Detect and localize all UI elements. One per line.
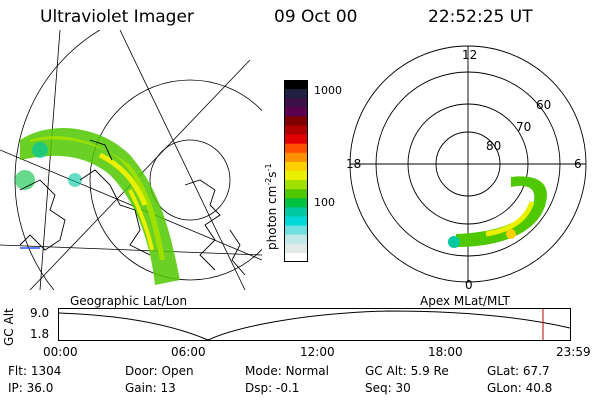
colorbar-swatch	[284, 152, 308, 163]
lat-circle	[89, 79, 262, 281]
colorbar-swatch	[284, 180, 308, 190]
mlt-label-0: 0	[465, 278, 473, 292]
instrument-title: Ultraviolet Imager	[40, 7, 194, 27]
seq-info: Seq: 30	[365, 381, 411, 395]
lat-label-80: 80	[486, 139, 501, 153]
aurora-emission	[15, 128, 180, 285]
timeline-xtick-1800: 18:00	[428, 345, 463, 359]
colorbar-swatch	[284, 171, 308, 181]
colorbar-swatch	[284, 107, 308, 117]
colorbar-swatch	[284, 89, 308, 99]
meridian-line	[39, 30, 61, 290]
timeline-xtick-0600: 06:00	[171, 345, 206, 359]
colorbar-swatch	[284, 252, 308, 262]
mlt-label-18: 18	[346, 157, 361, 171]
lat-label-60: 60	[536, 98, 551, 112]
colorbar-tick-100: 100	[314, 196, 335, 209]
glat-info: GLat: 67.7	[487, 364, 550, 378]
meridian-line	[119, 30, 246, 290]
colorbar-swatch	[284, 207, 308, 217]
lat-circle	[149, 139, 231, 221]
orbit-altitude-plot	[58, 308, 571, 341]
colorbar-swatch	[284, 189, 308, 199]
colorbar-tick-1000: 1000	[314, 84, 342, 97]
lat-label-70: 70	[516, 120, 531, 134]
right-plot-caption: Apex MLat/MLT	[420, 294, 510, 308]
coastline	[19, 139, 246, 276]
gcalt-info: GC Alt: 5.9 Re	[365, 364, 449, 378]
colorbar-swatch	[284, 225, 308, 236]
dsp-info: Dsp: -0.1	[245, 381, 300, 395]
timeline-xtick-2359: 23:59	[556, 345, 591, 359]
door-info: Door: Open	[125, 364, 194, 378]
mlt-label-6: 6	[574, 157, 582, 171]
colorbar-swatch	[284, 125, 308, 136]
polar-plot: 12 18 6 0 60 70 80	[346, 45, 587, 292]
lat-circle	[14, 30, 101, 290]
meridian-line	[0, 244, 262, 256]
glon-info: GLon: 40.8	[487, 381, 553, 395]
timeline-ytick-9: 9.0	[30, 306, 50, 320]
colorbar-swatch	[284, 98, 308, 108]
gain-info: Gain: 13	[125, 381, 176, 395]
colorbar	[284, 80, 308, 262]
colorbar-swatch	[284, 116, 308, 126]
colorbar-swatch	[284, 198, 308, 208]
polar-aurora-emission	[448, 176, 547, 248]
ip-info: IP: 36.0	[8, 381, 54, 395]
colorbar-unit-label: photon cm-2s-1	[264, 163, 279, 250]
time-label: 22:52:25 UT	[428, 7, 533, 27]
geographic-map	[0, 30, 262, 290]
timeline-xtick-1200: 12:00	[300, 345, 335, 359]
colorbar-swatch	[284, 243, 308, 254]
left-map-caption: Geographic Lat/Lon	[70, 294, 188, 308]
colorbar-swatch	[284, 234, 308, 245]
mlt-label-12: 12	[462, 48, 477, 62]
colorbar-swatch	[284, 80, 308, 90]
colorbar-swatch	[284, 143, 308, 154]
mode-info: Mode: Normal	[245, 364, 329, 378]
colorbar-swatch	[284, 134, 308, 145]
altitude-curve	[58, 310, 571, 341]
date-label: 09 Oct 00	[274, 7, 358, 27]
colorbar-swatch	[284, 216, 308, 227]
meridian-line	[0, 149, 262, 261]
timeline-xtick-0000: 00:00	[43, 345, 78, 359]
colorbar-swatch	[284, 161, 308, 172]
flt-info: Flt: 1304	[8, 364, 62, 378]
timeline-ylabel: GC Alt	[2, 308, 16, 346]
timeline-ytick-1: 1.8	[30, 327, 50, 341]
